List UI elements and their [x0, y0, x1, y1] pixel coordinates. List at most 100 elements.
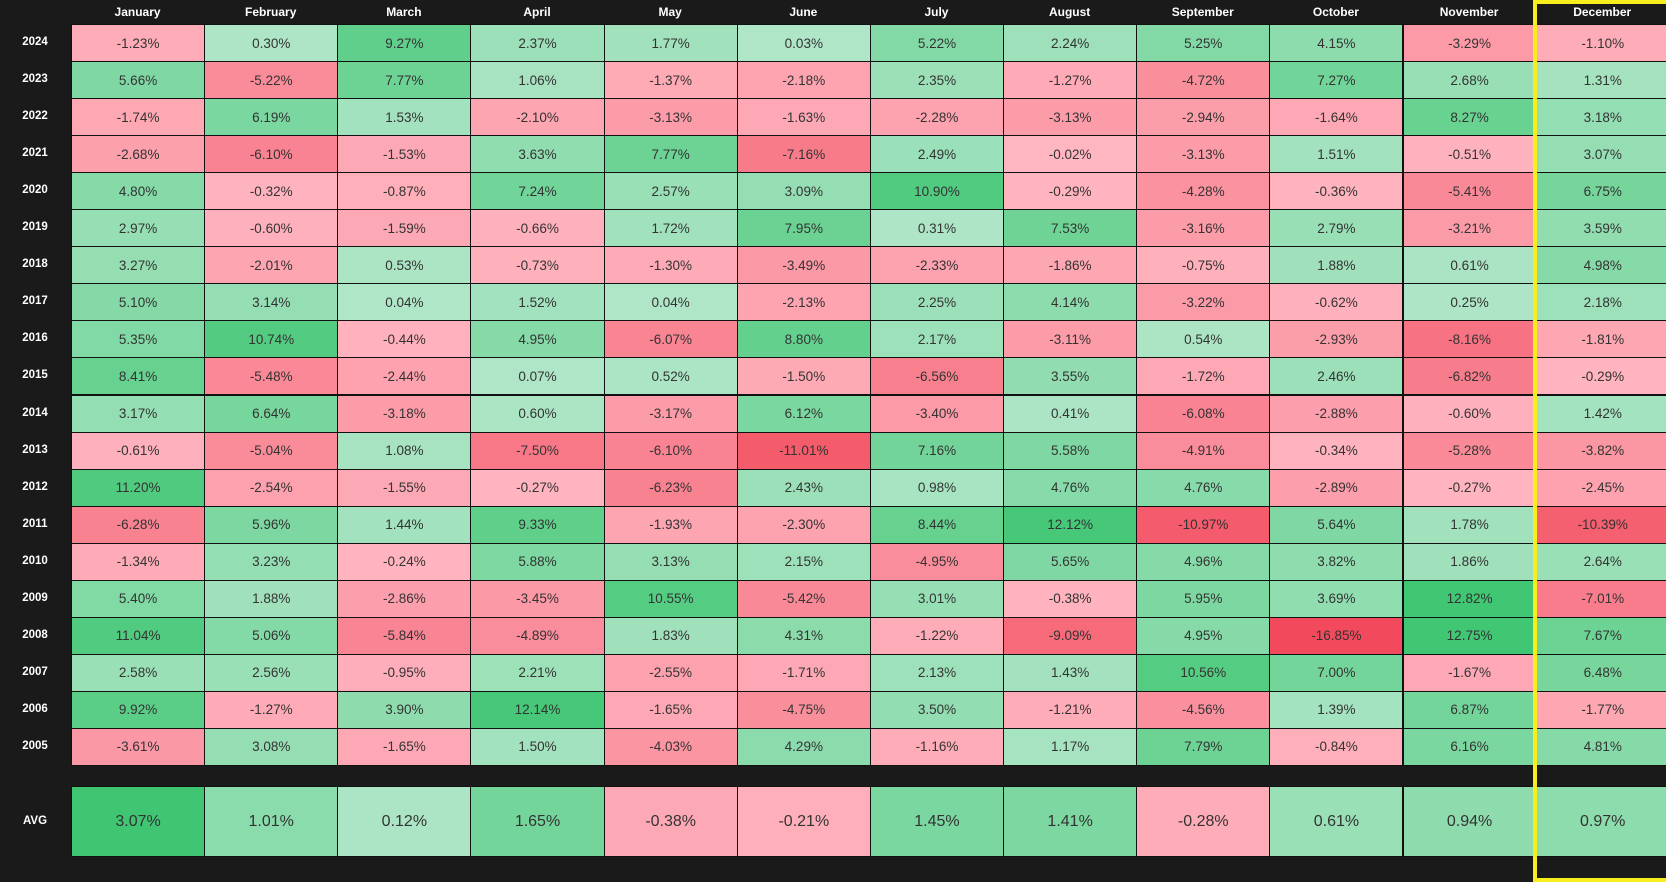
heatmap-cell: 0.07%: [470, 357, 605, 396]
heatmap-cell: 8.80%: [736, 320, 871, 359]
heatmap-cell: 2.25%: [869, 283, 1005, 322]
heatmap-cell: 0.03%: [736, 24, 871, 63]
heatmap-cell: -3.13%: [1136, 135, 1271, 174]
heatmap-cell: -3.13%: [603, 98, 738, 137]
heatmap-cell: 1.17%: [1003, 727, 1138, 766]
heatmap-cell: 5.58%: [1003, 431, 1138, 470]
heatmap-cell: -2.88%: [1269, 394, 1404, 433]
heatmap-cell: 2.43%: [736, 468, 871, 507]
heatmap-cell: 3.08%: [204, 727, 339, 766]
year-label-2009: 2009: [22, 591, 48, 604]
heatmap-cell: -1.53%: [337, 135, 472, 174]
heatmap-cell: -4.28%: [1136, 172, 1271, 211]
heatmap-cell: -5.41%: [1402, 172, 1537, 211]
heatmap-cell: 4.31%: [736, 616, 871, 655]
heatmap-cell: 4.80%: [71, 172, 206, 211]
heatmap-cell: 7.79%: [1136, 727, 1271, 766]
avg-row-label: AVG: [22, 815, 48, 827]
heatmap-cell: -2.68%: [71, 135, 206, 174]
heatmap-cell: 1.53%: [337, 98, 472, 137]
heatmap-cell: 3.82%: [1269, 542, 1404, 581]
heatmap-cell: 0.04%: [603, 283, 738, 322]
heatmap-cell: -8.16%: [1402, 320, 1537, 359]
heatmap-cell: 5.35%: [71, 320, 206, 359]
heatmap-cell: -1.34%: [71, 542, 206, 581]
heatmap-cell: 2.17%: [869, 320, 1005, 359]
heatmap-cell: 6.16%: [1402, 727, 1537, 766]
heatmap-cell: 1.06%: [470, 61, 605, 100]
heatmap-cell: -0.36%: [1269, 172, 1404, 211]
heatmap-cell: -3.82%: [1535, 431, 1666, 470]
heatmap-cell: 3.27%: [71, 246, 206, 285]
avg-cell: 1.01%: [204, 786, 339, 857]
heatmap-cell: 7.16%: [869, 431, 1005, 470]
heatmap-cell: 2.35%: [869, 61, 1005, 100]
heatmap-cell: -2.45%: [1535, 468, 1666, 507]
avg-cell: -0.38%: [603, 786, 738, 857]
heatmap-cell: -6.82%: [1402, 357, 1537, 396]
heatmap-cell: -9.09%: [1003, 616, 1138, 655]
year-label-2007: 2007: [22, 665, 48, 678]
heatmap-cell: -2.55%: [603, 653, 738, 692]
heatmap-cell: 4.76%: [1136, 468, 1271, 507]
heatmap-cell: 5.88%: [470, 542, 605, 581]
heatmap-cell: 10.74%: [204, 320, 339, 359]
heatmap-cell: 2.64%: [1535, 542, 1666, 581]
heatmap-cell: 1.86%: [1402, 542, 1537, 581]
heatmap-cell: -1.64%: [1269, 98, 1404, 137]
avg-cell: 1.41%: [1003, 786, 1138, 857]
month-header-october: October: [1312, 5, 1359, 19]
heatmap-cell: 1.78%: [1402, 505, 1537, 544]
year-label-2018: 2018: [22, 258, 48, 271]
heatmap-cell: -1.30%: [603, 246, 738, 285]
heatmap-cell: -1.10%: [1535, 24, 1666, 63]
heatmap-cell: -0.27%: [470, 468, 605, 507]
heatmap-cell: 3.69%: [1269, 579, 1404, 618]
heatmap-cell: -0.44%: [337, 320, 472, 359]
heatmap-cell: -2.13%: [736, 283, 871, 322]
heatmap-cell: -10.97%: [1136, 505, 1271, 544]
year-label-2020: 2020: [22, 184, 48, 197]
heatmap-cell: 4.14%: [1003, 283, 1138, 322]
heatmap-cell: 5.95%: [1136, 579, 1271, 618]
heatmap-cell: 9.33%: [470, 505, 605, 544]
heatmap-cell: 3.90%: [337, 690, 472, 729]
heatmap-cell: 0.31%: [869, 209, 1005, 248]
heatmap-cell: 5.66%: [71, 61, 206, 100]
heatmap-cell: 12.75%: [1402, 616, 1537, 655]
heatmap-cell: -0.60%: [1402, 394, 1537, 433]
heatmap-cell: 4.29%: [736, 727, 871, 766]
heatmap-cell: 11.20%: [71, 468, 206, 507]
heatmap-cell: -3.11%: [1003, 320, 1138, 359]
year-label-2017: 2017: [22, 295, 48, 308]
month-header-february: February: [245, 5, 297, 19]
heatmap-cell: -6.10%: [603, 431, 738, 470]
heatmap-cell: -3.49%: [736, 246, 871, 285]
heatmap-cell: 7.27%: [1269, 61, 1404, 100]
heatmap-cell: -1.74%: [71, 98, 206, 137]
heatmap-cell: -6.23%: [603, 468, 738, 507]
heatmap-cell: -0.02%: [1003, 135, 1138, 174]
avg-cell: -0.21%: [736, 786, 871, 857]
heatmap-cell: 5.40%: [71, 579, 206, 618]
heatmap-cell: 4.81%: [1535, 727, 1666, 766]
heatmap-cell: -1.81%: [1535, 320, 1666, 359]
heatmap-cell: 2.18%: [1535, 283, 1666, 322]
month-header-july: July: [924, 5, 949, 19]
year-label-2012: 2012: [22, 480, 48, 493]
heatmap-cell: 1.77%: [603, 24, 738, 63]
heatmap-cell: 3.07%: [1535, 135, 1666, 174]
heatmap-cell: 12.14%: [470, 690, 605, 729]
heatmap-cell: -1.55%: [337, 468, 472, 507]
heatmap-cell: -0.29%: [1003, 172, 1138, 211]
heatmap-cell: 1.42%: [1535, 394, 1666, 433]
heatmap-cell: -1.65%: [603, 690, 738, 729]
heatmap-cell: -3.18%: [337, 394, 472, 433]
heatmap-cell: -1.59%: [337, 209, 472, 248]
year-label-2019: 2019: [22, 221, 48, 234]
heatmap-cell: 0.54%: [1136, 320, 1271, 359]
month-header-june: June: [789, 5, 818, 19]
heatmap-cell: 5.06%: [204, 616, 339, 655]
heatmap-cell: 10.55%: [603, 579, 738, 618]
heatmap-cell: -1.37%: [603, 61, 738, 100]
